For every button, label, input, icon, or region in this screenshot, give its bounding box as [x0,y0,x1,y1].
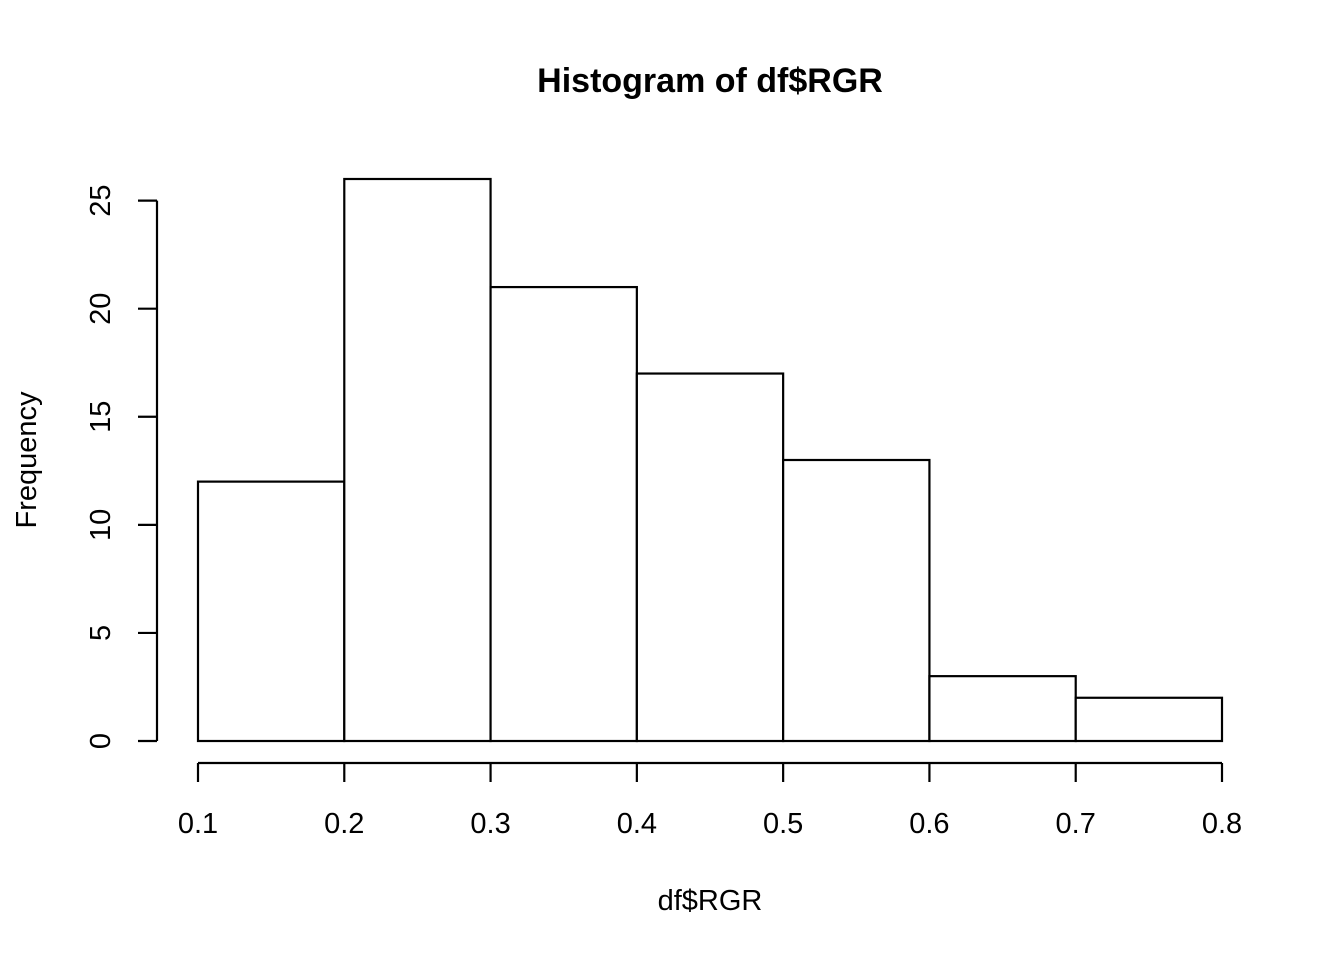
x-tick-label: 0.4 [617,808,657,840]
x-tick-label: 0.3 [470,808,510,840]
x-tick-label: 0.5 [763,808,803,840]
y-tick-label: 5 [85,625,117,641]
histogram-bar [196,480,346,743]
histogram-bar [635,372,785,743]
x-axis: 0.1 0.2 0.3 0.4 0.5 0.6 0.7 0.8 [178,761,1242,840]
y-tick-label: 10 [85,509,117,541]
x-tick-label: 0.8 [1202,808,1242,840]
histogram-bar [928,675,1077,743]
x-tick-label: 0.6 [909,808,949,840]
y-axis: 0 5 10 15 20 25 [85,184,159,749]
y-tick-label: 20 [85,293,117,325]
histogram-bar [489,285,638,743]
x-tick-label: 0.2 [324,808,364,840]
histogram-bar [1074,696,1224,743]
y-tick-label: 15 [85,401,117,433]
bars [196,177,1224,743]
x-tick-label: 0.1 [178,808,218,840]
histogram-bar [343,177,492,743]
chart-title: Histogram of df$RGR [537,62,883,100]
x-axis-label: df$RGR [658,885,763,917]
x-tick-label: 0.7 [1056,808,1096,840]
histogram-bar [782,458,931,743]
y-axis-label: Frequency [11,391,43,529]
y-tick-label: 25 [85,184,117,216]
y-tick-label: 0 [85,733,117,749]
